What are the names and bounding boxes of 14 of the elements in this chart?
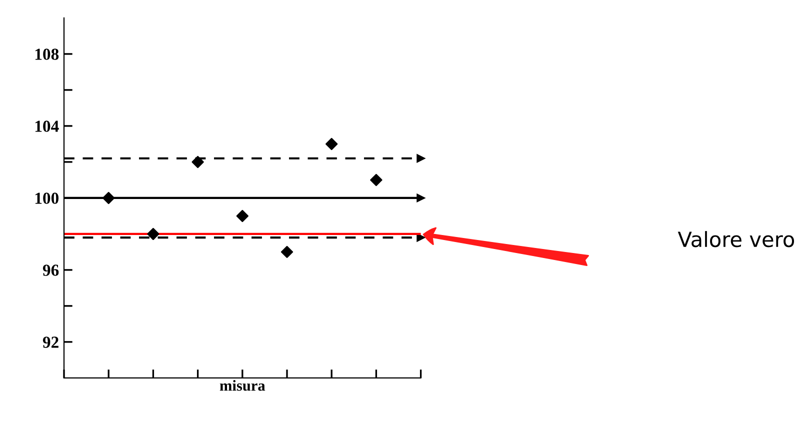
point [102,192,115,204]
x-axis-title: misura [220,380,266,391]
point [280,246,294,258]
y-tick-label: 104 [35,120,59,132]
text: Valore vero [678,231,794,248]
y-tick-label: 108 [35,48,59,60]
point [147,228,160,240]
point [192,156,204,168]
y-tick-label: 92 [42,336,58,348]
point [236,210,248,222]
y-tick-label: 96 [42,264,59,276]
y-tick-label: 100 [35,192,59,204]
point [326,138,338,150]
point [370,174,382,186]
